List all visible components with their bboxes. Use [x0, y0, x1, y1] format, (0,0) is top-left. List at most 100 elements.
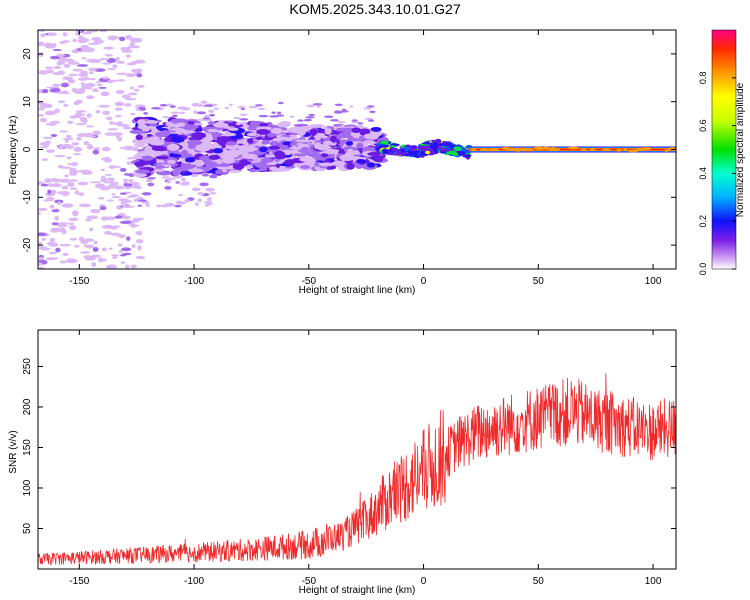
- spectral-blob: [49, 88, 61, 93]
- spectral-blob: [590, 148, 596, 152]
- spectral-blob: [398, 152, 408, 155]
- spectral-blob: [370, 126, 382, 132]
- spectral-blob: [166, 180, 172, 184]
- spectral-blob: [121, 49, 133, 53]
- spectral-blob: [38, 207, 48, 211]
- spectral-blob: [104, 132, 116, 136]
- spectral-blob: [261, 139, 270, 145]
- spectral-blob: [125, 54, 131, 58]
- spectral-blob: [345, 141, 354, 146]
- spectral-blob: [241, 153, 258, 160]
- spectral-blob: [197, 198, 203, 203]
- spectral-blob: [86, 113, 92, 118]
- snr-ylabel: SNR (v/v): [8, 430, 19, 473]
- spectral-blob: [409, 147, 414, 151]
- spectral-blob: [88, 42, 100, 45]
- spectral-blob: [351, 119, 358, 122]
- spectral-blob: [340, 110, 349, 113]
- spectral-blob: [207, 128, 219, 133]
- spectral-blob: [239, 118, 249, 121]
- spectral-blob: [367, 119, 375, 122]
- spectral-blob: [226, 120, 234, 123]
- spectral-blob: [69, 187, 78, 190]
- colorbar-tick-label: 0.8: [698, 72, 708, 85]
- spectral-blob: [168, 178, 176, 181]
- spectral-blob: [188, 119, 198, 122]
- spectral-blob: [123, 183, 133, 187]
- spectral-blob: [248, 106, 259, 109]
- spectral-blob: [323, 148, 339, 155]
- spectral-blob: [126, 195, 136, 198]
- spectral-blob: [144, 137, 153, 144]
- spectral-blob: [45, 69, 54, 74]
- spectral-blob: [99, 30, 108, 33]
- snr-series-line: [38, 373, 676, 566]
- spectral-blob: [183, 124, 196, 131]
- spectral-blob: [83, 238, 95, 242]
- spectral-blob: [115, 114, 122, 118]
- spectral-blob: [188, 136, 203, 141]
- spectral-blob: [89, 135, 96, 138]
- spectral-blob: [349, 105, 354, 108]
- spectral-blob: [68, 179, 79, 182]
- spectral-blob: [78, 192, 85, 197]
- spectral-blob: [228, 103, 233, 106]
- spectral-blob: [58, 222, 69, 225]
- x-tick-label: -150: [69, 276, 89, 287]
- spectral-blob: [241, 146, 258, 152]
- spectral-blob: [135, 231, 140, 235]
- spectral-blob: [247, 138, 254, 144]
- spectral-blob: [216, 136, 231, 140]
- spectrogram-data: [38, 30, 676, 269]
- spectral-blob: [100, 168, 105, 172]
- spectral-blob: [82, 119, 88, 124]
- spectral-blob: [208, 109, 215, 113]
- spectral-blob: [118, 243, 123, 247]
- spectral-blob: [69, 59, 76, 62]
- spectral-blob: [59, 243, 67, 247]
- spectral-blob: [479, 148, 489, 152]
- spectral-blob: [239, 113, 248, 116]
- spectral-blob: [246, 132, 258, 137]
- spectral-blob: [54, 108, 61, 114]
- spectral-blob: [81, 85, 89, 90]
- spectral-blob: [91, 58, 97, 64]
- spectral-blob: [74, 190, 80, 195]
- spectral-blob: [304, 160, 317, 166]
- spectral-blob: [76, 88, 86, 93]
- spectral-blob: [125, 97, 137, 101]
- spectral-blob: [119, 146, 130, 150]
- spectral-blob: [57, 100, 66, 104]
- spectral-blob: [448, 144, 456, 148]
- spectral-blob: [228, 169, 241, 174]
- spectral-blob: [316, 105, 321, 108]
- spectral-blob: [227, 127, 239, 131]
- spectral-blob: [664, 149, 670, 153]
- spectral-blob: [86, 215, 99, 220]
- spectral-blob: [222, 132, 237, 137]
- spectral-blob: [54, 154, 66, 158]
- x-tick-label: 100: [645, 576, 662, 587]
- spectral-blob: [82, 45, 88, 50]
- spectral-blob: [171, 153, 182, 158]
- spectrogram-ylabel: Frequency (Hz): [8, 116, 19, 185]
- spectral-blob: [56, 53, 66, 57]
- spectral-blob: [45, 44, 56, 49]
- spectral-blob: [400, 148, 406, 153]
- spectral-blob: [65, 134, 72, 138]
- spectral-blob: [78, 35, 84, 40]
- spectral-blob: [257, 107, 266, 111]
- spectral-blob: [130, 182, 141, 185]
- spectral-blob: [136, 73, 143, 78]
- spectral-blob: [57, 191, 70, 195]
- spectral-blob: [215, 163, 231, 167]
- spectral-blob: [447, 150, 458, 156]
- spectral-blob: [102, 62, 112, 65]
- spectral-blob: [312, 103, 323, 106]
- spectral-blob: [457, 151, 464, 156]
- spectral-blob: [38, 266, 45, 269]
- spectral-blob: [155, 165, 166, 169]
- spectral-blob: [81, 57, 87, 60]
- spectral-blob: [79, 251, 91, 254]
- spectral-blob: [40, 30, 45, 33]
